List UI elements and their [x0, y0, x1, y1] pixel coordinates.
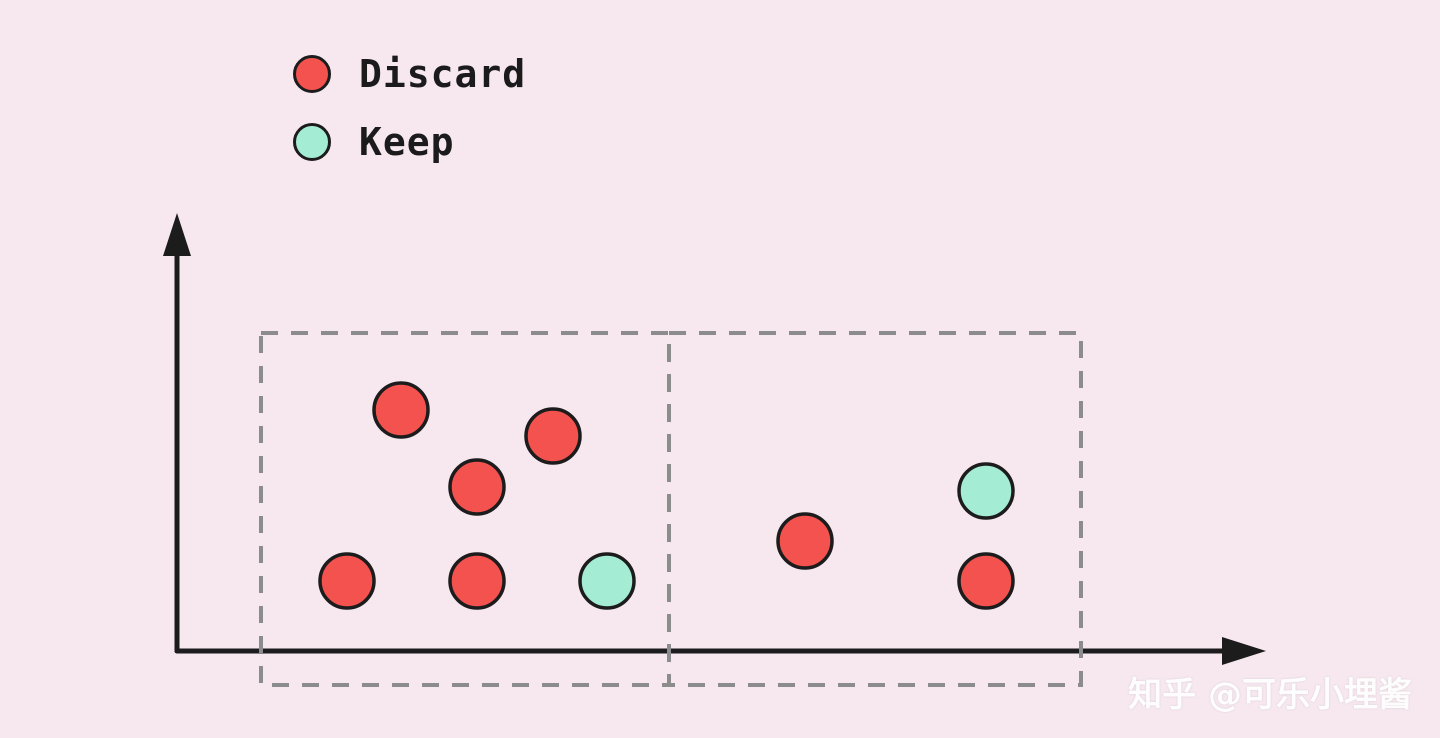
keep-circle-icon	[293, 123, 331, 161]
point-discard	[318, 552, 376, 610]
point-discard	[372, 381, 430, 439]
discard-circle-icon	[293, 55, 331, 93]
point-keep	[957, 462, 1015, 520]
point-discard	[524, 407, 582, 465]
point-discard	[448, 552, 506, 610]
legend-item-keep: Keep	[293, 123, 526, 161]
legend-label-keep: Keep	[359, 120, 455, 164]
legend-label-discard: Discard	[359, 52, 527, 96]
point-discard	[776, 512, 834, 570]
y-axis-arrowhead-icon	[163, 213, 191, 256]
watermark: 知乎 @可乐小埋酱	[1128, 675, 1412, 715]
point-keep	[578, 552, 636, 610]
axes	[174, 249, 1231, 654]
point-discard	[957, 552, 1015, 610]
x-axis-arrowhead-icon	[1222, 637, 1266, 665]
point-discard	[448, 458, 506, 516]
legend: Discard Keep	[293, 55, 526, 161]
legend-item-discard: Discard	[293, 55, 526, 93]
dashed-right-region	[667, 331, 1083, 687]
